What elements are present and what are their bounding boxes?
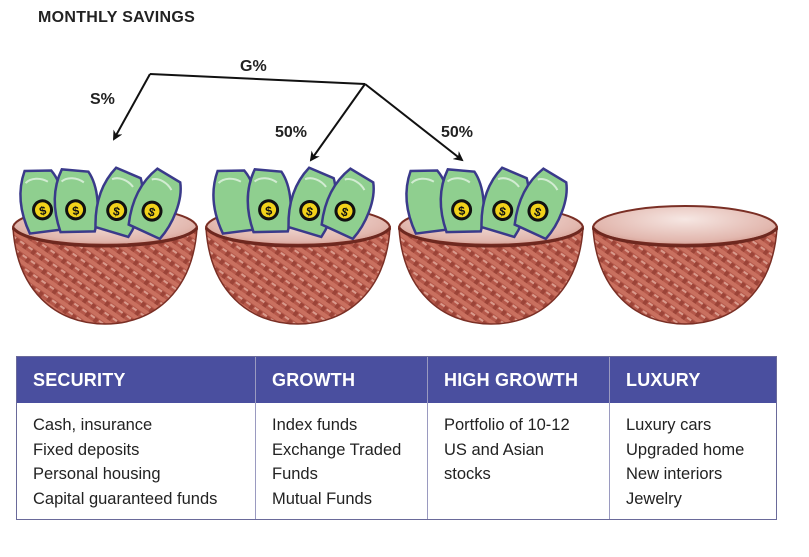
column-heading: SECURITY: [17, 357, 255, 403]
list-item: New interiors: [626, 465, 723, 483]
basket-body: [398, 225, 584, 325]
banknote: $: [246, 168, 293, 234]
baskets: $ $ $ $ $ $ $ $ $ $: [11, 166, 779, 325]
dollar-sign: $: [71, 203, 80, 218]
basket-body: [592, 225, 778, 325]
column-security: SECURITY Cash, insurance Fixed deposits …: [17, 357, 255, 519]
basket-rim: [204, 226, 392, 248]
dollar-sign: $: [457, 203, 466, 218]
dollar-coin-icon: [451, 199, 473, 221]
savings-diagram: S% G% 50% 50% $ $ $ $ $ $ $ $ $ $: [11, 58, 779, 325]
list-item: Cash, insurance: [33, 416, 153, 434]
banknote-highlight: [253, 177, 278, 184]
dollar-coin-icon: [527, 200, 549, 222]
money-bundle: $ $ $ $: [19, 166, 182, 241]
list-item: Portfolio of 10-12: [444, 416, 570, 434]
column-items: Luxury cars Upgraded home New interiors …: [610, 403, 776, 511]
category-table: SECURITY Cash, insurance Fixed deposits …: [16, 356, 777, 520]
list-item: Exchange Traded: [272, 440, 402, 459]
basket: $ $ $ $: [11, 166, 199, 325]
basket-body: [205, 225, 391, 325]
dollar-sign: $: [498, 204, 507, 219]
list-item: Capital guaranteed funds: [33, 489, 218, 508]
banknote: $: [320, 167, 375, 241]
list-item: US and Asian: [444, 440, 544, 459]
dollar-coin-icon: [106, 199, 128, 221]
column-items: Index funds Exchange Traded Funds Mutual…: [256, 403, 427, 511]
banknote-highlight: [24, 177, 49, 184]
banknote-highlight: [60, 177, 85, 184]
dollar-sign: $: [146, 204, 157, 219]
column-items: Portfolio of 10-12 US and Asian stocks: [428, 403, 609, 487]
banknote: $: [439, 168, 486, 234]
dollar-sign: $: [305, 204, 314, 219]
list-item: Upgraded home: [626, 440, 745, 459]
money-bundle: $ $ $: [405, 166, 568, 241]
banknote: $: [513, 167, 568, 241]
list-item: Funds: [272, 465, 318, 483]
banknote: $: [53, 168, 100, 234]
dollar-coin-icon: [334, 200, 356, 222]
dollar-coin-icon: [492, 199, 514, 221]
banknote-highlight: [410, 177, 435, 184]
basket-rim: [591, 226, 779, 248]
growth-percent-label: G%: [240, 58, 267, 75]
list-item: Fixed deposits: [33, 440, 140, 459]
dollar-coin-icon: [141, 200, 163, 222]
basket-rim: [397, 226, 585, 248]
dollar-coin-icon: [65, 199, 87, 221]
basket-rim: [11, 226, 199, 248]
column-heading: LUXURY: [610, 357, 776, 403]
banknote: $: [127, 167, 182, 241]
column-luxury: LUXURY Luxury cars Upgraded home New int…: [609, 357, 776, 519]
banknote-highlight: [304, 177, 327, 188]
basket-body: [12, 225, 198, 325]
list-item: Mutual Funds: [272, 489, 372, 508]
list-item: Luxury cars: [626, 416, 712, 434]
dollar-sign: $: [264, 203, 273, 218]
dollar-coin-icon: [258, 199, 280, 221]
growth-split-right-label: 50%: [441, 124, 473, 141]
dollar-sign: $: [532, 204, 543, 219]
list-item: Personal housing: [33, 465, 161, 483]
diagram-title: MONTHLY SAVINGS: [38, 9, 196, 26]
growth-left-arrow: [309, 83, 366, 162]
dollar-sign: $: [112, 204, 121, 219]
column-heading: GROWTH: [256, 357, 427, 403]
column-items: Cash, insurance Fixed deposits Personal …: [17, 403, 255, 511]
savings-branch-arrow: [113, 73, 151, 141]
savings-arrow: [149, 73, 366, 85]
banknote-highlight: [497, 177, 520, 188]
dollar-sign: $: [339, 204, 350, 219]
allocation-arrows: S% G% 50% 50%: [90, 58, 473, 162]
basket: $ $ $: [397, 166, 585, 325]
banknote-highlight: [344, 178, 366, 191]
banknote-highlight: [151, 178, 173, 191]
banknote: $: [19, 169, 67, 235]
money-bundle: $ $ $: [212, 166, 375, 241]
dollar-sign: $: [38, 203, 48, 218]
banknote-highlight: [111, 177, 134, 188]
growth-split-left-label: 50%: [275, 124, 307, 141]
banknote-highlight: [537, 178, 559, 191]
growth-right-arrow: [364, 83, 464, 162]
savings-percent-label: S%: [90, 91, 115, 108]
list-item: stocks: [444, 465, 491, 483]
list-item: Index funds: [272, 416, 358, 434]
column-heading: HIGH GROWTH: [428, 357, 609, 403]
banknote-highlight: [446, 177, 471, 184]
basket: [591, 205, 779, 325]
column-growth: GROWTH Index funds Exchange Traded Funds…: [255, 357, 427, 519]
banknote-highlight: [217, 177, 242, 184]
dollar-coin-icon: [32, 199, 54, 221]
basket: $ $ $: [204, 166, 392, 325]
list-item: Jewelry: [626, 489, 682, 508]
dollar-coin-icon: [299, 199, 321, 221]
column-high-growth: HIGH GROWTH Portfolio of 10-12 US and As…: [427, 357, 609, 519]
